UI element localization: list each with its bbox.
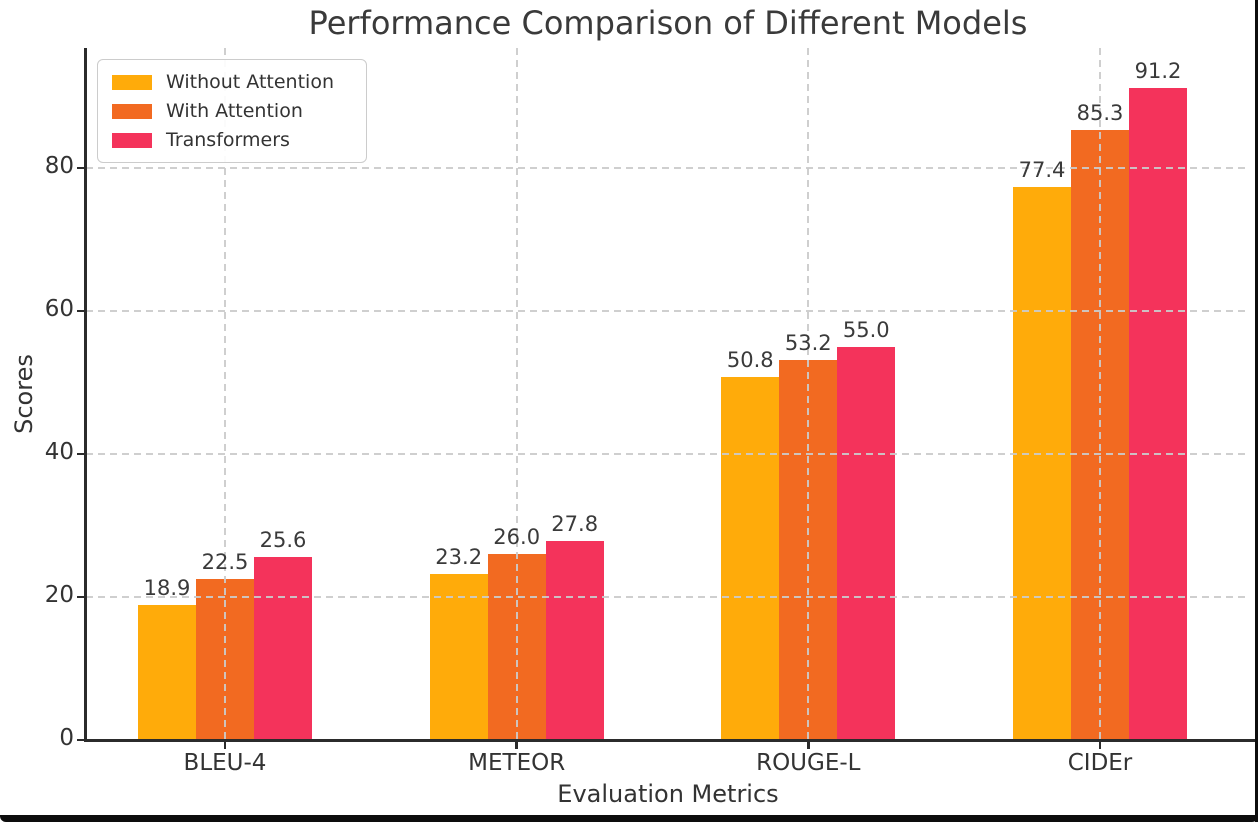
x-tick-mark [515, 741, 518, 749]
gridline-vertical [224, 48, 226, 740]
bar [721, 376, 780, 740]
x-tick-label: BLEU-4 [183, 750, 267, 776]
legend-item: With Attention [112, 100, 352, 122]
bar [1013, 186, 1071, 740]
y-axis-label: Scores [10, 354, 38, 434]
bar [545, 541, 604, 740]
y-tick-label: 60 [44, 296, 74, 323]
bar-value-label: 27.8 [551, 512, 599, 537]
y-tick-mark [77, 309, 86, 313]
x-tick-mark [807, 741, 810, 749]
bar-value-label: 25.6 [259, 528, 307, 552]
x-tick-mark [223, 741, 227, 749]
y-tick-mark [77, 738, 86, 742]
axis-spine-left [84, 48, 87, 742]
gridline-horizontal [86, 596, 1250, 598]
y-tick-label: 40 [44, 439, 74, 465]
gridline-vertical [807, 48, 810, 740]
bar [1129, 88, 1187, 740]
frame-border-bottom [0, 815, 1258, 822]
legend-label: Transformers [166, 129, 290, 151]
y-tick-mark [77, 452, 86, 456]
bar-value-label: 85.3 [1076, 101, 1124, 126]
x-axis-label: Evaluation Metrics [557, 780, 779, 808]
bar-value-label: 50.8 [726, 347, 774, 372]
bar-value-label: 91.2 [1134, 59, 1182, 83]
gridline-horizontal [86, 167, 1250, 170]
x-tick-label: ROUGE-L [756, 750, 861, 776]
y-tick-mark [77, 595, 86, 599]
y-tick-label: 0 [59, 725, 74, 751]
bar-value-label: 77.4 [1018, 157, 1066, 182]
legend: Without Attention With Attention Transform… [97, 59, 367, 163]
axis-spine-bottom [84, 739, 1255, 742]
gridline-horizontal [86, 453, 1250, 455]
legend-label: Without Attention [166, 71, 334, 93]
y-tick-label: 80 [44, 153, 74, 180]
bar-value-label: 23.2 [435, 545, 483, 570]
bar [138, 604, 196, 740]
bar-value-label: 26.0 [493, 525, 541, 550]
bar [837, 346, 896, 740]
x-tick-label: CIDEr [1067, 750, 1133, 776]
gridline-horizontal [86, 310, 1250, 313]
gridline-vertical [1099, 48, 1101, 740]
legend-swatch [112, 103, 152, 119]
chart-title: Performance Comparison of Different Mode… [308, 4, 1028, 42]
legend-swatch [112, 132, 152, 148]
bar [429, 574, 488, 740]
gridline-vertical [515, 48, 518, 740]
frame-border-right [1255, 0, 1258, 822]
x-tick-mark [1098, 741, 1102, 749]
legend-swatch [112, 74, 152, 90]
x-tick-label: METEOR [468, 750, 566, 776]
legend-label: With Attention [166, 100, 303, 122]
bar-value-label: 53.2 [784, 330, 832, 355]
y-tick-label: 20 [44, 582, 74, 608]
bar-value-label: 22.5 [201, 550, 249, 575]
legend-item: Transformers [112, 129, 352, 151]
legend-item: Without Attention [112, 71, 352, 93]
bar-value-label: 55.0 [842, 317, 890, 342]
bar [254, 557, 312, 740]
bar-value-label: 18.9 [143, 575, 191, 600]
y-tick-mark [77, 166, 86, 170]
